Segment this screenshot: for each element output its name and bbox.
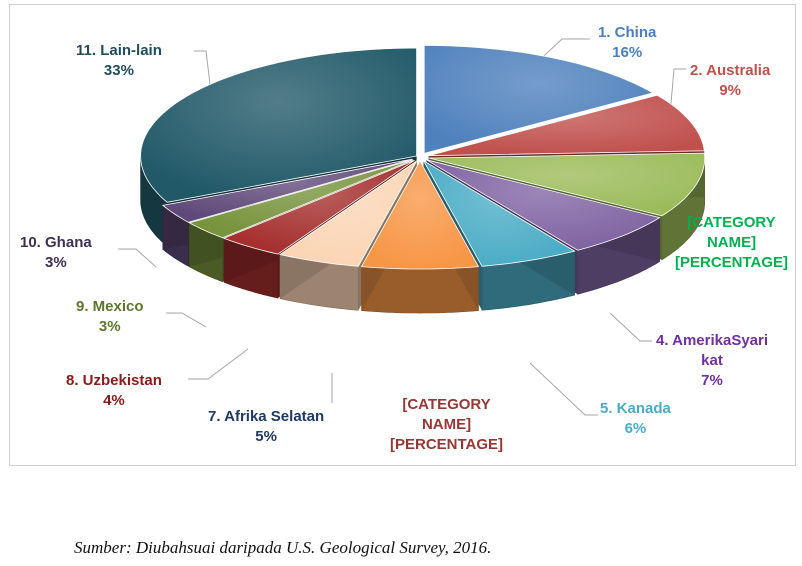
leader-line-5 [529, 362, 598, 416]
pie-slice-gloss-11 [140, 48, 417, 203]
label-name: NAME] [421, 416, 472, 433]
label-value: 3% [98, 318, 121, 335]
label-name: 9. Mexico [76, 298, 144, 315]
pie-slice-gloss-8 [224, 160, 415, 255]
label-name: 5. Kanada [600, 400, 671, 417]
label-value: 4% [103, 392, 125, 409]
data-label-china: 1. China 16% [598, 23, 656, 63]
source-note: Sumber: Diubahsuai daripada U.S. Geologi… [74, 538, 492, 557]
leader-line-4 [609, 312, 652, 342]
label-name: 8. Uzbekistan [66, 372, 162, 389]
pie-slice-gloss-7 [280, 160, 417, 267]
data-label-amerika-syarikat: 4. AmerikaSyari kat 7% [656, 331, 768, 391]
label-value: 3% [45, 254, 67, 271]
label-value: 16% [612, 44, 643, 61]
data-label-ghana: 10. Ghana 3% [20, 233, 92, 273]
leader-line-7 [188, 348, 249, 380]
pie-slice-gloss-1 [424, 45, 653, 154]
data-label-australia: 2. Australia 9% [690, 61, 770, 101]
label-name: [CATEGORY [687, 214, 776, 231]
pie-slice-gloss-4 [426, 159, 660, 251]
label-value: 9% [719, 82, 741, 99]
pie-slice-gloss-10 [162, 159, 413, 223]
leader-line-9 [118, 248, 157, 268]
label-value: 7% [701, 372, 723, 389]
label-value: 6% [624, 420, 647, 437]
pie-top [140, 44, 706, 270]
pie-slice-gloss-3 [428, 153, 705, 216]
data-label-category-3: [CATEGORY NAME] [PERCENTAGE] [675, 213, 788, 273]
leader-line-2 [669, 68, 686, 116]
label-name: 1. China [598, 24, 657, 41]
pie-slice-gloss-6 [361, 161, 479, 269]
pie-slice-gloss-2 [428, 95, 705, 156]
data-label-mexico: 9. Mexico 3% [76, 297, 144, 337]
label-name: 4. AmerikaSyari [656, 332, 769, 349]
label-value: 5% [255, 428, 277, 445]
label-name: 11. Lain-lain [76, 42, 162, 59]
leader-line-8 [166, 312, 207, 328]
label-name: NAME] [706, 234, 757, 251]
data-label-kanada: 5. Kanada 6% [600, 399, 671, 439]
label-value: [PERCENTAGE] [390, 436, 504, 453]
pie-slice-gloss-5 [423, 160, 575, 267]
data-label-lain-lain: 11. Lain-lain 33% [76, 41, 162, 81]
data-label-category-6: [CATEGORY NAME] [PERCENTAGE] [390, 395, 503, 455]
pie-chart [118, 38, 706, 416]
pie-slice-gloss-9 [189, 159, 414, 238]
label-name: kat [701, 352, 723, 369]
label-value: [PERCENTAGE] [675, 254, 789, 271]
chart-frame: 1. China 16% 2. Australia 9% [CATEGORY N… [9, 4, 796, 466]
data-label-afrika-selatan: 7. Afrika Selatan 5% [208, 407, 324, 447]
label-name: 10. Ghana [20, 234, 92, 251]
label-name: 7. Afrika Selatan [208, 408, 325, 425]
data-label-uzbekistan: 8. Uzbekistan 4% [66, 371, 162, 411]
label-value: 33% [103, 62, 134, 79]
label-name: 2. Australia [690, 62, 771, 79]
label-name: [CATEGORY [402, 396, 491, 413]
